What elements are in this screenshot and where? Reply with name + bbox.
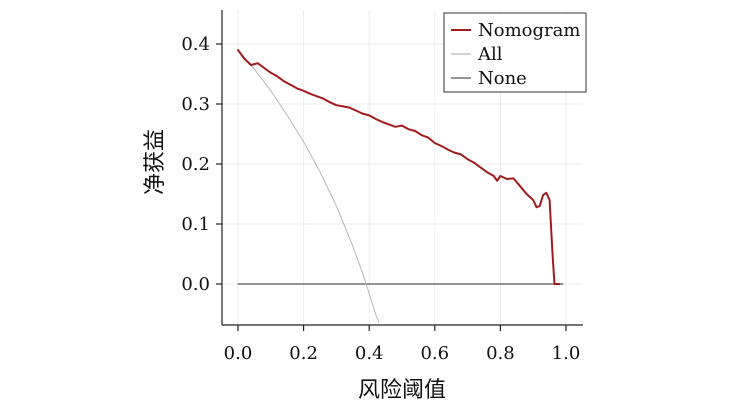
- y-tick-label: 0.4: [181, 34, 210, 55]
- legend-label-none: None: [478, 68, 527, 89]
- x-tick-label: 0.0: [224, 343, 253, 364]
- x-tick-label: 0.8: [486, 343, 515, 364]
- y-tick-label: 0.0: [181, 274, 210, 295]
- x-tick-label: 0.4: [355, 343, 384, 364]
- axes: [221, 10, 583, 326]
- legend-label-all: All: [477, 44, 503, 65]
- x-tick-label: 0.2: [289, 343, 318, 364]
- legend: Nomogram All None: [443, 12, 587, 93]
- x-axis-title: 风险阈值: [358, 378, 446, 403]
- y-tick-label: 0.2: [181, 154, 210, 175]
- legend-label-nomogram: Nomogram: [478, 20, 580, 41]
- legend-box: [443, 12, 587, 93]
- ticks: 0.0 0.2 0.4 0.6 0.8 1.0 0.0 0.1 0.2 0.3 0.4: [181, 34, 580, 364]
- series-line-nomogram: [237, 49, 561, 285]
- x-tick-label: 0.6: [420, 343, 449, 364]
- x-tick-label: 1.0: [552, 343, 581, 364]
- y-tick-label: 0.1: [181, 214, 210, 235]
- series-lines: [237, 49, 564, 324]
- y-tick-label: 0.3: [181, 94, 210, 115]
- y-axis-title: 净获益: [143, 129, 168, 195]
- series-line-all: [237, 49, 380, 324]
